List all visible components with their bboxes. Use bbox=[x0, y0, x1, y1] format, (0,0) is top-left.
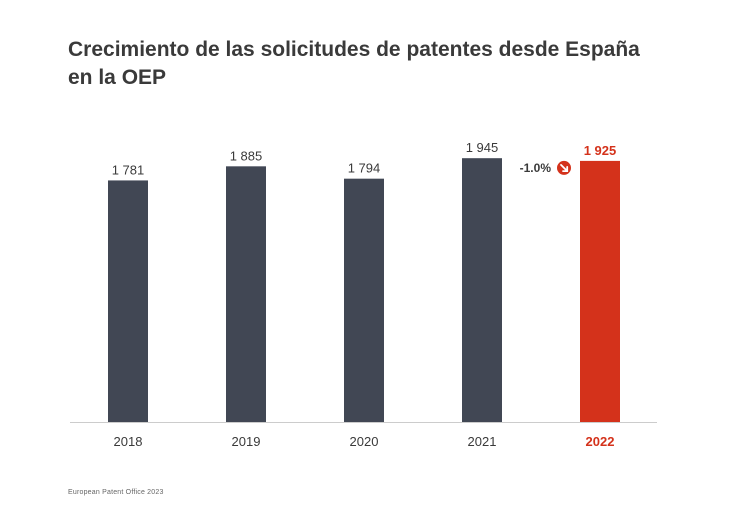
x-tick-label-2019: 2019 bbox=[232, 434, 261, 449]
x-tick-label-2020: 2020 bbox=[350, 434, 379, 449]
x-tick-label-2021: 2021 bbox=[468, 434, 497, 449]
bar-2021 bbox=[462, 158, 502, 423]
value-label-2019: 1 885 bbox=[230, 148, 263, 163]
value-label-2022: 1 925 bbox=[584, 143, 617, 158]
bar-2018 bbox=[108, 180, 148, 422]
bar-2020 bbox=[344, 178, 384, 422]
bar-2022 bbox=[580, 160, 620, 422]
arrow-down-right-icon bbox=[557, 160, 571, 175]
chart-title: Crecimiento de las solicitudes de patent… bbox=[68, 38, 640, 89]
x-tick-label-2022: 2022 bbox=[586, 434, 615, 449]
value-label-2021: 1 945 bbox=[466, 140, 499, 155]
value-label-2018: 1 781 bbox=[112, 162, 145, 177]
bar-2019 bbox=[226, 166, 266, 422]
source-footer: European Patent Office 2023 bbox=[68, 489, 164, 496]
value-label-2020: 1 794 bbox=[348, 161, 381, 176]
change-label: -1.0% bbox=[520, 161, 552, 175]
x-tick-label-2018: 2018 bbox=[114, 434, 143, 449]
